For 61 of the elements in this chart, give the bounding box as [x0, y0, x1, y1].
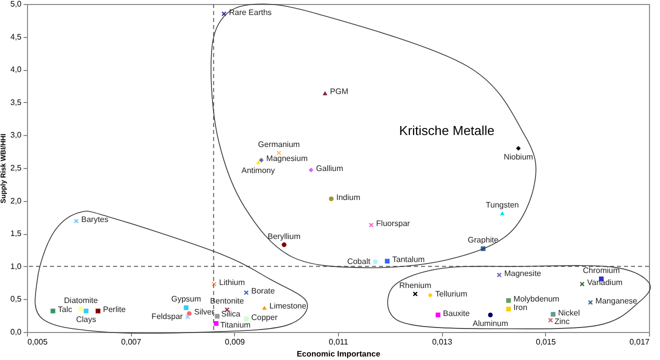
y-tick-label: 2,0	[10, 196, 22, 206]
series-label: Zinc	[554, 317, 570, 326]
x-tick-label: 0,011	[328, 338, 349, 346]
series-label: Graphite	[468, 236, 500, 245]
series-label: Niobium	[504, 152, 534, 162]
x-tick-label: 0,015	[536, 338, 556, 346]
series-label: Beryllium	[268, 232, 301, 241]
series-label: Talc	[58, 305, 72, 314]
series-label: Magnesite	[504, 268, 542, 278]
annotation: Kritische Metalle	[399, 123, 495, 138]
series-label: Antimony	[241, 166, 275, 176]
series-label: Vanadium	[587, 278, 623, 288]
series-label: Tungsten	[486, 200, 519, 210]
series-label: Feldspar	[152, 312, 184, 321]
y-tick-label: 3,5	[10, 98, 22, 107]
series-label: Fluorspar	[376, 219, 410, 228]
series-label: Nickel	[558, 308, 580, 318]
y-tick-label: 1,0	[10, 262, 22, 271]
series-label: Limestone	[269, 302, 307, 311]
x-tick-label: 0,007	[121, 338, 142, 346]
series-label: Tellurium	[435, 289, 468, 298]
series-label: Aluminum	[472, 318, 509, 328]
series-label: Gallium	[316, 164, 344, 173]
y-tick-label: 4,0	[10, 65, 22, 74]
series-label: Barytes	[81, 215, 108, 224]
series-label: Silica	[221, 309, 241, 318]
series-label: Lithium	[219, 278, 246, 288]
series-label: Gypsum	[171, 294, 202, 304]
series-label: Diatomite	[64, 296, 98, 306]
series-label: Perlite	[103, 305, 126, 314]
x-tick-label: 0,017	[629, 338, 650, 346]
y-tick-label: 3,0	[10, 130, 22, 140]
series-label: Tantalum	[392, 255, 426, 264]
y-tick-label: 2,5	[10, 164, 22, 172]
series-label: Cobalt	[347, 256, 372, 266]
series-label: Copper	[251, 312, 278, 322]
series-label: Clays	[76, 315, 96, 324]
y-tick-label: 1,5	[10, 229, 22, 238]
series-label: Titanium	[220, 320, 251, 330]
series-label: Magnesium	[266, 154, 308, 164]
series-label: Indium	[336, 192, 361, 202]
series-label: PGM	[330, 87, 349, 96]
x-tick-label: 0,013	[432, 338, 453, 346]
y-tick-label: 0,5	[10, 294, 22, 304]
series-label: Bauxite	[443, 308, 470, 318]
series-label: Molybdenum	[514, 294, 560, 304]
series-label: Bentonite	[210, 296, 245, 306]
series-label: Germanium	[258, 140, 300, 149]
series-label: Borate	[251, 286, 276, 296]
series-label: Iron	[514, 303, 528, 312]
x-tick-label: 0,005	[28, 338, 48, 346]
series-label: Rhenium	[399, 280, 432, 290]
series-label: Silver	[194, 308, 215, 317]
series-label: Manganese	[595, 296, 638, 306]
y-tick-label: 5,0	[10, 0, 22, 8]
x-tick-label: 0,009	[224, 338, 246, 346]
series-label: Rare Earths	[228, 8, 272, 17]
x-axis-title: Economic Importance	[296, 350, 381, 358]
y-tick-label: 4,5	[10, 32, 22, 42]
y-tick-label: 0,0	[10, 328, 22, 336]
series-label: Chromium	[582, 266, 620, 275]
